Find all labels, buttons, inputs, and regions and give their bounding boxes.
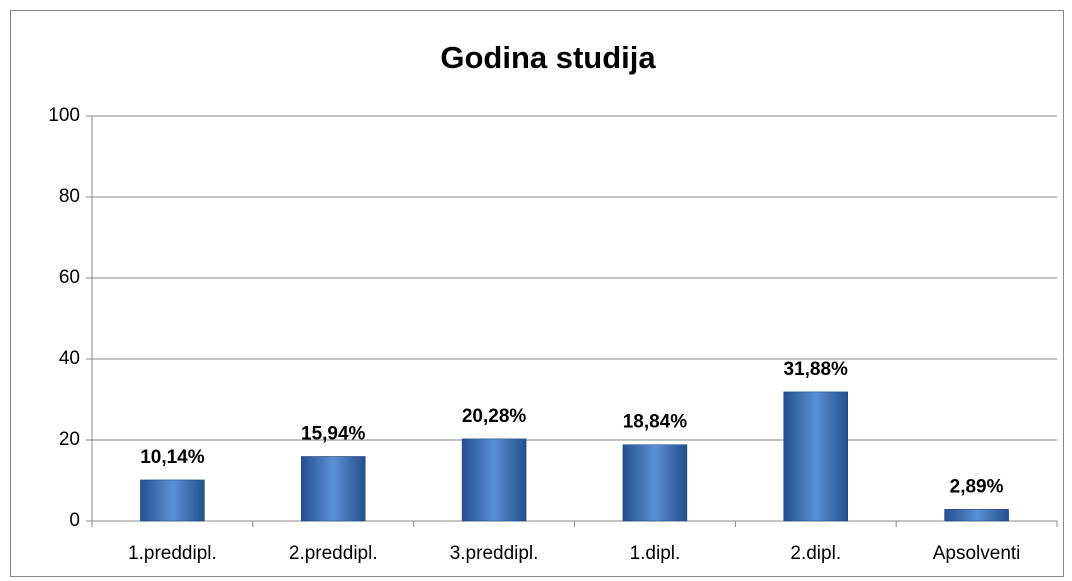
y-tick-label: 100 [48,105,80,126]
chart-title: Godina studija [440,40,656,75]
data-label: 20,28% [462,406,527,427]
bar [301,456,366,522]
x-tick-label: Apsolventi [933,543,1021,564]
y-tick-label: 20 [59,429,80,450]
x-tick-label: 2.dipl. [790,543,841,564]
bar [622,444,688,522]
bar [944,509,1009,522]
data-label: 2,89% [950,476,1004,497]
x-tick-label: 1.preddipl. [128,543,217,564]
y-tick-label: 60 [59,267,80,288]
x-tick-label: 3.preddipl. [450,543,539,564]
data-label: 10,14% [140,447,205,468]
x-tick-label: 2.preddipl. [289,543,378,564]
bar [461,438,527,522]
y-tick-label: 40 [59,348,80,369]
data-label: 31,88% [784,359,849,380]
data-label: 18,84% [623,412,688,433]
y-tick-label: 80 [59,186,80,207]
x-tick-label: 1.dipl. [630,543,681,564]
bar [783,391,848,522]
bar [140,479,205,522]
data-label: 15,94% [301,423,366,444]
y-tick-label: 0 [69,510,80,531]
